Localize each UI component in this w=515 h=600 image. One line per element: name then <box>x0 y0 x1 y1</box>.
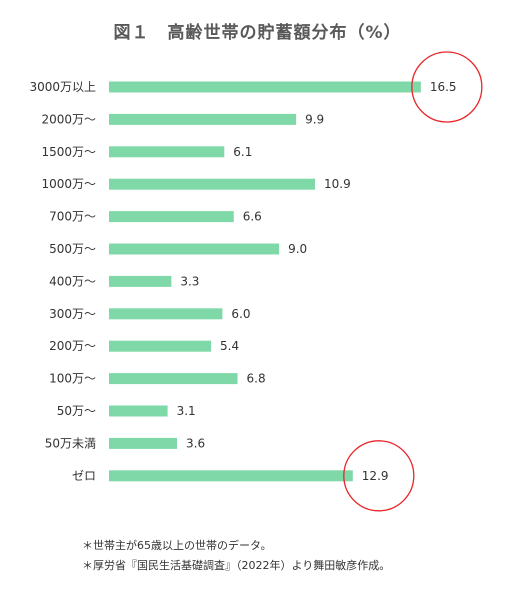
bar <box>109 243 280 255</box>
highlight-circle <box>343 440 415 512</box>
bar <box>109 470 353 482</box>
value-label: 5.4 <box>220 339 239 353</box>
value-label: 6.8 <box>247 372 266 386</box>
footnote-2: ＊厚労省『国民生活基礎調査』（2022年）より舞田敏彦作成。 <box>82 559 391 572</box>
bar <box>109 437 178 449</box>
category-label: 200万〜 <box>49 339 96 353</box>
value-label: 3.6 <box>186 436 205 450</box>
bar <box>109 81 421 93</box>
bar <box>109 373 238 385</box>
bar <box>109 340 212 352</box>
bar <box>109 211 234 223</box>
bar <box>109 308 223 320</box>
category-label: ゼロ <box>72 469 96 483</box>
highlight-circle <box>411 51 483 123</box>
value-label: 6.6 <box>243 210 262 224</box>
category-label: 50万〜 <box>57 404 96 418</box>
bar <box>109 405 168 417</box>
category-label: 500万〜 <box>49 242 96 256</box>
bar <box>109 146 225 158</box>
bar <box>109 275 172 287</box>
category-label: 1500万〜 <box>41 145 96 159</box>
category-label: 1000万〜 <box>41 177 96 191</box>
value-label: 9.0 <box>288 242 307 256</box>
value-label: 12.9 <box>362 469 389 483</box>
category-label: 700万〜 <box>49 210 96 224</box>
value-label: 16.5 <box>430 80 457 94</box>
bar <box>109 178 316 190</box>
value-label: 3.1 <box>177 404 196 418</box>
value-label: 3.3 <box>180 274 199 288</box>
value-label: 6.1 <box>233 145 252 159</box>
category-label: 100万〜 <box>49 372 96 386</box>
footnote-1: ＊世帯主が65歳以上の世帯のデータ。 <box>82 539 272 552</box>
footnotes: ＊世帯主が65歳以上の世帯のデータ。 ＊厚労省『国民生活基礎調査』（2022年）… <box>82 536 390 576</box>
value-label: 10.9 <box>324 177 351 191</box>
bar-chart: 3000万以上 16.5 2000万〜 9.9 1500万〜 6.1 1000万〜 10.9 7… <box>29 51 483 512</box>
bar <box>109 113 297 125</box>
category-label: 50万未満 <box>45 436 96 450</box>
value-label: 9.9 <box>305 112 324 126</box>
category-label: 300万〜 <box>49 307 96 321</box>
category-label: 400万〜 <box>49 274 96 288</box>
value-label: 6.0 <box>231 307 250 321</box>
category-label: 3000万以上 <box>29 80 96 94</box>
chart-title: 図１ 高齢世帯の貯蓄額分布（%） <box>113 23 402 43</box>
category-label: 2000万〜 <box>41 112 96 126</box>
